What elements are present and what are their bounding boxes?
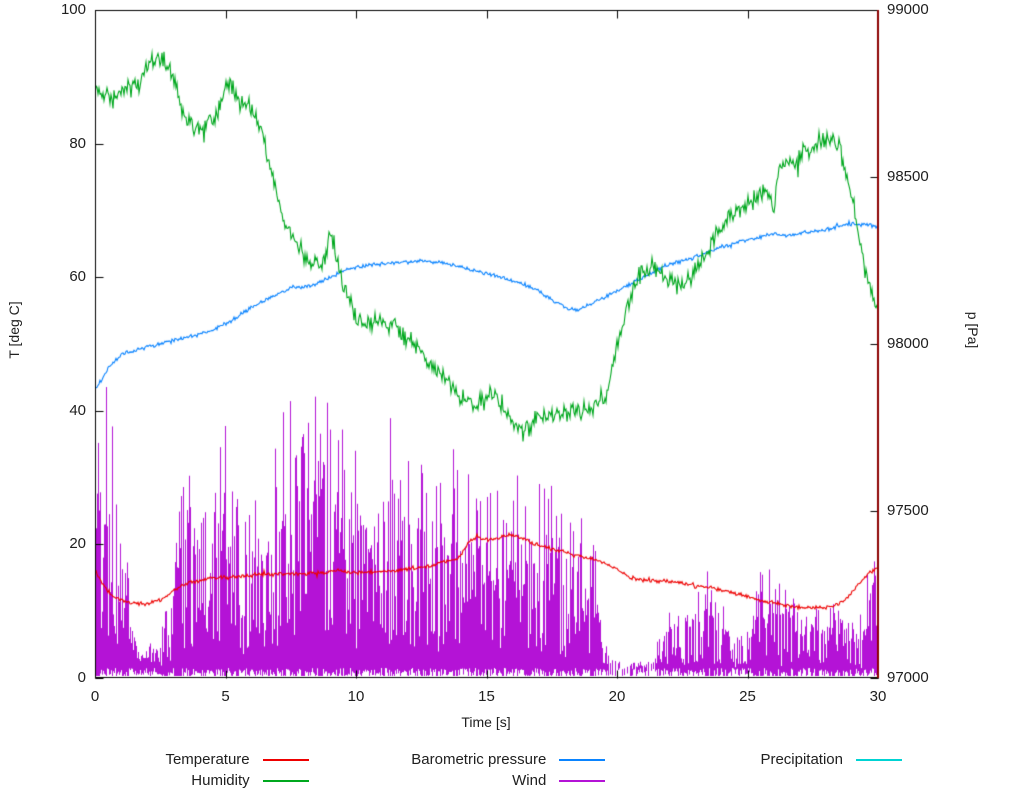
legend-label-humidity: Humidity <box>191 772 250 789</box>
legend-line-sample-humidity <box>262 779 309 782</box>
y-right-tick-label: 97500 <box>887 502 929 519</box>
legend-label-temperature: Temperature <box>165 751 250 768</box>
x-tick-label: 5 <box>221 688 230 705</box>
legend-line-sample-wind <box>559 779 606 782</box>
x-tick-label: 25 <box>739 688 756 705</box>
legend-line-sample-temperature <box>262 758 309 761</box>
legend-item-wind: Wind <box>317 771 614 790</box>
y-right-tick-label: 98500 <box>887 168 929 185</box>
y-left-tick-label: 20 <box>69 535 86 553</box>
legend-label-wind: Wind <box>512 772 547 789</box>
x-tick-label: 0 <box>90 688 100 705</box>
legend-line-sample-precipitation <box>855 758 902 761</box>
y-left-axis-label: T [deg C] <box>6 301 22 359</box>
x-tick-label: 15 <box>478 688 495 705</box>
y-left-tick-label: 40 <box>69 401 86 419</box>
legend-label-precipitation: Precipitation <box>760 751 843 768</box>
y-right-tick-label: 99000 <box>887 1 929 18</box>
y-left-tick-label: 0 <box>77 669 86 686</box>
y-left-tick-label: 80 <box>69 134 86 152</box>
y-right-tick-label: 97000 <box>887 669 929 686</box>
legend-line-sample-barometric-pressure <box>559 758 606 761</box>
legend-label-barometric-pressure: Barometric pressure <box>411 751 547 768</box>
x-tick-label: 10 <box>347 688 365 705</box>
y-right-axis-label: p [Pa] <box>965 311 981 349</box>
y-left-tick-label: 60 <box>69 268 86 286</box>
y-left-tick-label: 100 <box>60 1 86 18</box>
x-tick-label: 30 <box>869 688 887 705</box>
legend-item-humidity: Humidity <box>20 771 317 790</box>
x-axis-label: Time [s] <box>461 714 511 730</box>
x-tick-label: 20 <box>608 688 626 705</box>
y-right-tick-label: 98000 <box>887 335 929 352</box>
chart-legend: Temperature Barometric pressure Precipit… <box>20 750 910 790</box>
legend-item-temperature: Temperature <box>20 750 317 769</box>
legend-item-precipitation: Precipitation <box>613 750 910 769</box>
legend-item-barometric-pressure: Barometric pressure <box>317 750 614 769</box>
